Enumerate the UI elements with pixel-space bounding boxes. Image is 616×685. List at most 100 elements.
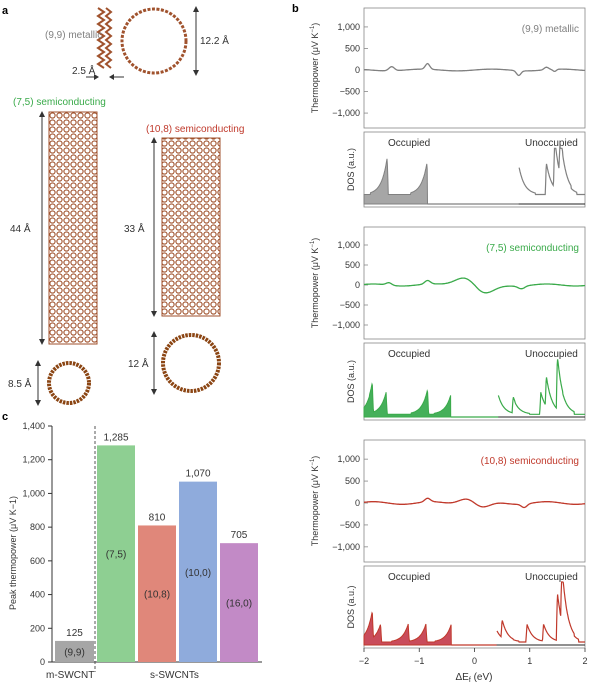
metallic-tube-side-view — [96, 7, 113, 69]
unoccupied-label: Unoccupied — [525, 572, 578, 583]
tube-75-end-view — [47, 361, 91, 405]
subpanel-label: (7,5) semiconducting — [486, 243, 579, 254]
bar-category-label: (16,0) — [226, 599, 252, 610]
bar-y-tick-label: 0 — [40, 657, 45, 667]
bar-value-label: 125 — [66, 628, 83, 639]
bar-y-tick-label: 1,400 — [22, 421, 45, 431]
metallic-diameter-label: 12.2 Å — [200, 34, 229, 47]
panel-b-xlabel: ΔEf (eV) — [456, 672, 493, 684]
thermopower-ylabel-sup: −1 — [310, 458, 316, 466]
thermopower-ylabel: Thermopower (μV K−1) — [310, 238, 320, 329]
tube-75-diameter-label: 8.5 Å — [8, 377, 32, 390]
gap-arrow-left-head — [94, 74, 99, 80]
bar-category-label: (9,9) — [64, 647, 85, 658]
thermo-y-tick-label: 500 — [345, 43, 360, 53]
arrow-head-down — [35, 400, 41, 406]
dos-frame — [363, 131, 586, 208]
dos-ylabel: DOS (a.u.) — [346, 148, 356, 191]
xlabel-unit: (eV) — [471, 672, 493, 683]
subpanel-label: (10,8) semiconducting — [481, 456, 579, 467]
arrow-head-down — [39, 339, 45, 345]
thermopower-ylabel-end: ) — [310, 456, 320, 459]
panel-c-label: c — [2, 411, 8, 423]
x-tick-label: 1 — [527, 656, 532, 666]
dos-occupied-area — [363, 158, 429, 205]
thermopower-frame — [363, 439, 586, 563]
thermopower-ylabel-main: Thermopower (μV K — [310, 248, 320, 329]
thermopower-frame — [363, 226, 586, 340]
dos-ylabel: DOS (a.u.) — [346, 360, 356, 403]
arrow-head-up — [35, 360, 41, 366]
dos-ylabel: DOS (a.u.) — [346, 585, 356, 628]
xlabel-main: ΔE — [456, 672, 470, 683]
x-tick-label: −1 — [414, 656, 424, 666]
bar-y-tick-label: 200 — [30, 623, 45, 633]
thermo-y-tick-label: −1,000 — [332, 320, 360, 330]
dos-occupied-area — [363, 611, 452, 646]
dos-unoccupied-curve — [518, 147, 585, 196]
thermo-y-tick-label: 0 — [355, 498, 360, 508]
panel-b-label: b — [292, 3, 299, 15]
group-label-metallic: m-SWCNT — [46, 670, 94, 681]
bar-value-label: 810 — [149, 512, 166, 523]
bar-y-tick-label: 1,000 — [22, 488, 45, 498]
thermo-y-tick-label: 1,000 — [337, 22, 360, 32]
tube-75-length-label: 44 Å — [10, 222, 31, 235]
bar-category-label: (10,8) — [144, 590, 170, 601]
metallic-tube-end-view — [120, 7, 188, 75]
subpanel-label: (9,9) metallic — [522, 24, 579, 35]
bar-chart-ylabel: Peak thermopower (μV K−1) — [8, 496, 18, 610]
thermo-y-tick-label: 0 — [355, 280, 360, 290]
thermopower-curve — [363, 62, 586, 77]
bar — [97, 445, 135, 662]
group-label-semiconducting: s-SWCNTs — [150, 670, 199, 681]
panel-a-label: a — [2, 5, 9, 17]
bar-y-tick-label: 800 — [30, 522, 45, 532]
bar — [55, 640, 94, 662]
tube-75-label: (7,5) semiconducting — [13, 97, 106, 108]
bar-chart-y-ticks: 0 200 400 600 800 1,000 1,200 1,400 — [22, 421, 52, 667]
thermo-y-tick-label: 500 — [345, 476, 360, 486]
bar — [179, 481, 217, 662]
bar-chart-bars: 125 (9,9) 1,285 (7,5) 810 (10,8) 1,070 (10,0) 70… — [55, 432, 258, 662]
bar-value-label: 1,070 — [185, 469, 210, 480]
thermopower-ylabel: Thermopower (μV K−1) — [310, 23, 320, 114]
thermopower-ylabel-main: Thermopower (μV K — [310, 466, 320, 547]
thermo-y-tick-label: −1,000 — [332, 542, 360, 552]
arrow-head-up — [193, 6, 199, 12]
bar-category-label: (10,0) — [185, 568, 211, 579]
occupied-label: Occupied — [388, 138, 430, 149]
gap-arrow-right-head — [109, 74, 114, 80]
unoccupied-label: Unoccupied — [525, 349, 578, 360]
gap-label: 2.5 Å — [72, 64, 96, 77]
tube-108-label: (10,8) semiconducting — [146, 124, 244, 135]
tube-108-diameter-label: 12 Å — [128, 357, 149, 370]
thermopower-ylabel-end: ) — [310, 238, 320, 241]
thermopower-ylabel-end: ) — [310, 23, 320, 26]
dos-occupied-area — [363, 382, 452, 418]
bar — [138, 525, 176, 662]
thermopower-ylabel-main: Thermopower (μV K — [310, 33, 320, 114]
thermopower-frame — [363, 7, 586, 129]
arrow-head-up — [151, 331, 157, 337]
thermo-y-tick-label: 1,000 — [337, 240, 360, 250]
panel-b-x-axis: −2 −1 0 1 2 — [359, 648, 588, 666]
bar-y-tick-label: 1,200 — [22, 455, 45, 465]
arrow-head-down — [151, 311, 157, 317]
occupied-label: Occupied — [388, 349, 430, 360]
thermopower-ylabel: Thermopower (μV K−1) — [310, 456, 320, 547]
bar-value-label: 705 — [231, 530, 248, 541]
thermo-y-tick-label: 500 — [345, 260, 360, 270]
thermo-y-tick-label: −1,000 — [332, 108, 360, 118]
dos-unoccupied-curve — [497, 359, 585, 415]
thermo-y-tick-label: 1,000 — [337, 454, 360, 464]
arrow-head-down — [193, 70, 199, 76]
tube-75-side-view — [48, 111, 98, 345]
thermo-y-tick-label: −500 — [340, 300, 360, 310]
bar-y-tick-label: 400 — [30, 590, 45, 600]
arrow-head-up — [151, 137, 157, 143]
bar-category-label: (7,5) — [106, 550, 127, 561]
x-tick-label: 0 — [472, 656, 477, 666]
